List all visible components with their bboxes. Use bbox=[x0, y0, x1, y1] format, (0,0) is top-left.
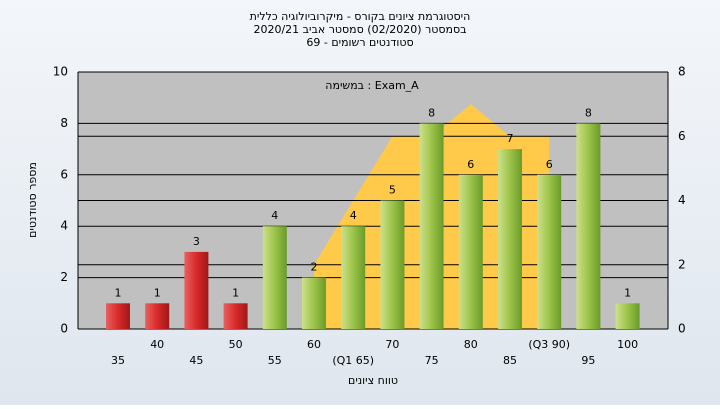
y2-tick-label: 4 bbox=[678, 193, 686, 207]
x-tick-label: 80 bbox=[464, 338, 478, 351]
value-label: 6 bbox=[546, 158, 553, 171]
bar bbox=[184, 251, 209, 329]
chart-subtitle: סטודנטים רשומים - 69 bbox=[306, 36, 413, 49]
x-tick-label: 60 bbox=[307, 338, 321, 351]
x-tick-label: 40 bbox=[150, 338, 164, 351]
annotation: במשימה : Exam_A bbox=[325, 79, 419, 92]
x-tick-label: 85 bbox=[503, 354, 517, 367]
value-label: 4 bbox=[350, 209, 357, 222]
x-tick-label: 45 bbox=[189, 354, 203, 367]
x-tick-label: 35 bbox=[111, 354, 125, 367]
value-label: 8 bbox=[585, 106, 592, 119]
value-label: 5 bbox=[389, 184, 396, 197]
x-tick-label: 70 bbox=[385, 338, 399, 351]
y-tick-label: 6 bbox=[60, 167, 68, 181]
x-tick-label: 50 bbox=[229, 338, 243, 351]
y-axis-label: מספר סטודנטים bbox=[26, 162, 39, 238]
bar bbox=[380, 200, 405, 329]
bar bbox=[576, 123, 601, 330]
value-label: 7 bbox=[507, 132, 514, 145]
bar bbox=[145, 303, 170, 329]
bar bbox=[458, 174, 483, 329]
value-label: 1 bbox=[154, 286, 161, 299]
value-label: 1 bbox=[115, 286, 122, 299]
chart-subtitle: בסמסטר (02/2020) סמסטר אביב 2020/21 bbox=[253, 23, 466, 36]
bar bbox=[106, 303, 130, 329]
bar bbox=[419, 123, 444, 330]
value-label: 1 bbox=[624, 286, 631, 299]
bar bbox=[262, 226, 287, 329]
value-label: 6 bbox=[467, 158, 474, 171]
y-tick-label: 2 bbox=[60, 270, 68, 284]
x-tick-label: (Q3 90) bbox=[528, 338, 570, 351]
y2-tick-label: 8 bbox=[678, 65, 686, 79]
bar bbox=[341, 226, 366, 329]
y-tick-label: 8 bbox=[60, 116, 68, 130]
x-tick-label: 75 bbox=[425, 354, 439, 367]
value-label: 3 bbox=[193, 235, 200, 248]
x-tick-label: (Q1 65) bbox=[332, 354, 374, 367]
value-label: 1 bbox=[232, 286, 239, 299]
x-tick-label: 95 bbox=[581, 354, 595, 367]
bar bbox=[615, 303, 640, 329]
x-tick-label: 100 bbox=[617, 338, 638, 351]
bar bbox=[223, 303, 248, 329]
x-tick-label: 55 bbox=[268, 354, 282, 367]
bar bbox=[498, 149, 522, 329]
value-label: 2 bbox=[311, 261, 318, 274]
y2-tick-label: 2 bbox=[678, 257, 686, 271]
y-tick-label: 10 bbox=[53, 65, 68, 79]
x-axis-label: טווח ציונים bbox=[348, 374, 398, 387]
y-tick-label: 0 bbox=[60, 322, 68, 336]
y-tick-label: 4 bbox=[60, 219, 68, 233]
y2-tick-label: 0 bbox=[678, 322, 686, 336]
y2-tick-label: 6 bbox=[678, 129, 686, 143]
value-label: 4 bbox=[271, 209, 278, 222]
value-label: 8 bbox=[428, 106, 435, 119]
chart-title: היסטוגרמת ציונים בקורס - מיקרוביולוגיה כ… bbox=[250, 10, 471, 23]
bar bbox=[537, 174, 562, 329]
bar bbox=[302, 277, 326, 329]
